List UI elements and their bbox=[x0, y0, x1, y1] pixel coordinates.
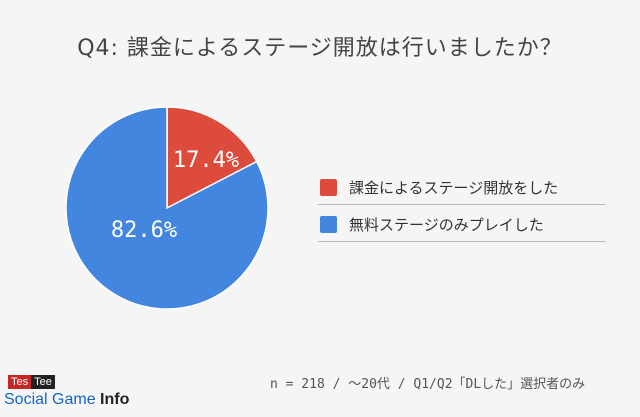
legend-item-free: 無料ステージのみプレイした bbox=[318, 207, 606, 242]
legend-item-paid: 課金によるステージ開放をした bbox=[318, 170, 606, 205]
logo-tee: Tee bbox=[31, 375, 55, 389]
logo-tes: Tes bbox=[8, 375, 32, 389]
legend-swatch-paid bbox=[320, 178, 337, 196]
legend-swatch-free bbox=[320, 215, 337, 233]
chart-title: Q4: 課金によるステージ開放は行いましたか？ bbox=[77, 36, 563, 61]
logo-brand-bold: Info bbox=[100, 391, 130, 408]
logo-badge: Tes Tee bbox=[8, 375, 144, 389]
pie-label-free: 82.6% bbox=[111, 218, 177, 243]
pie-label-paid: 17.4% bbox=[173, 148, 239, 173]
pie-slice-free bbox=[65, 106, 269, 310]
sample-footnote: n = 218 / ～20代 / Q1/Q2「DLした」選択者のみ bbox=[270, 377, 586, 392]
pie-slice-paid bbox=[166, 106, 258, 210]
testee-logo: Tes Tee Social Game Info bbox=[4, 375, 144, 415]
chart-legend: 課金によるステージ開放をした 無料ステージのみプレイした bbox=[318, 170, 606, 244]
logo-brand: Social Game Info bbox=[4, 389, 144, 411]
legend-label-paid: 課金によるステージ開放をした bbox=[349, 178, 559, 197]
logo-brand-main: Social Game bbox=[4, 391, 101, 408]
legend-label-free: 無料ステージのみプレイした bbox=[349, 215, 544, 234]
